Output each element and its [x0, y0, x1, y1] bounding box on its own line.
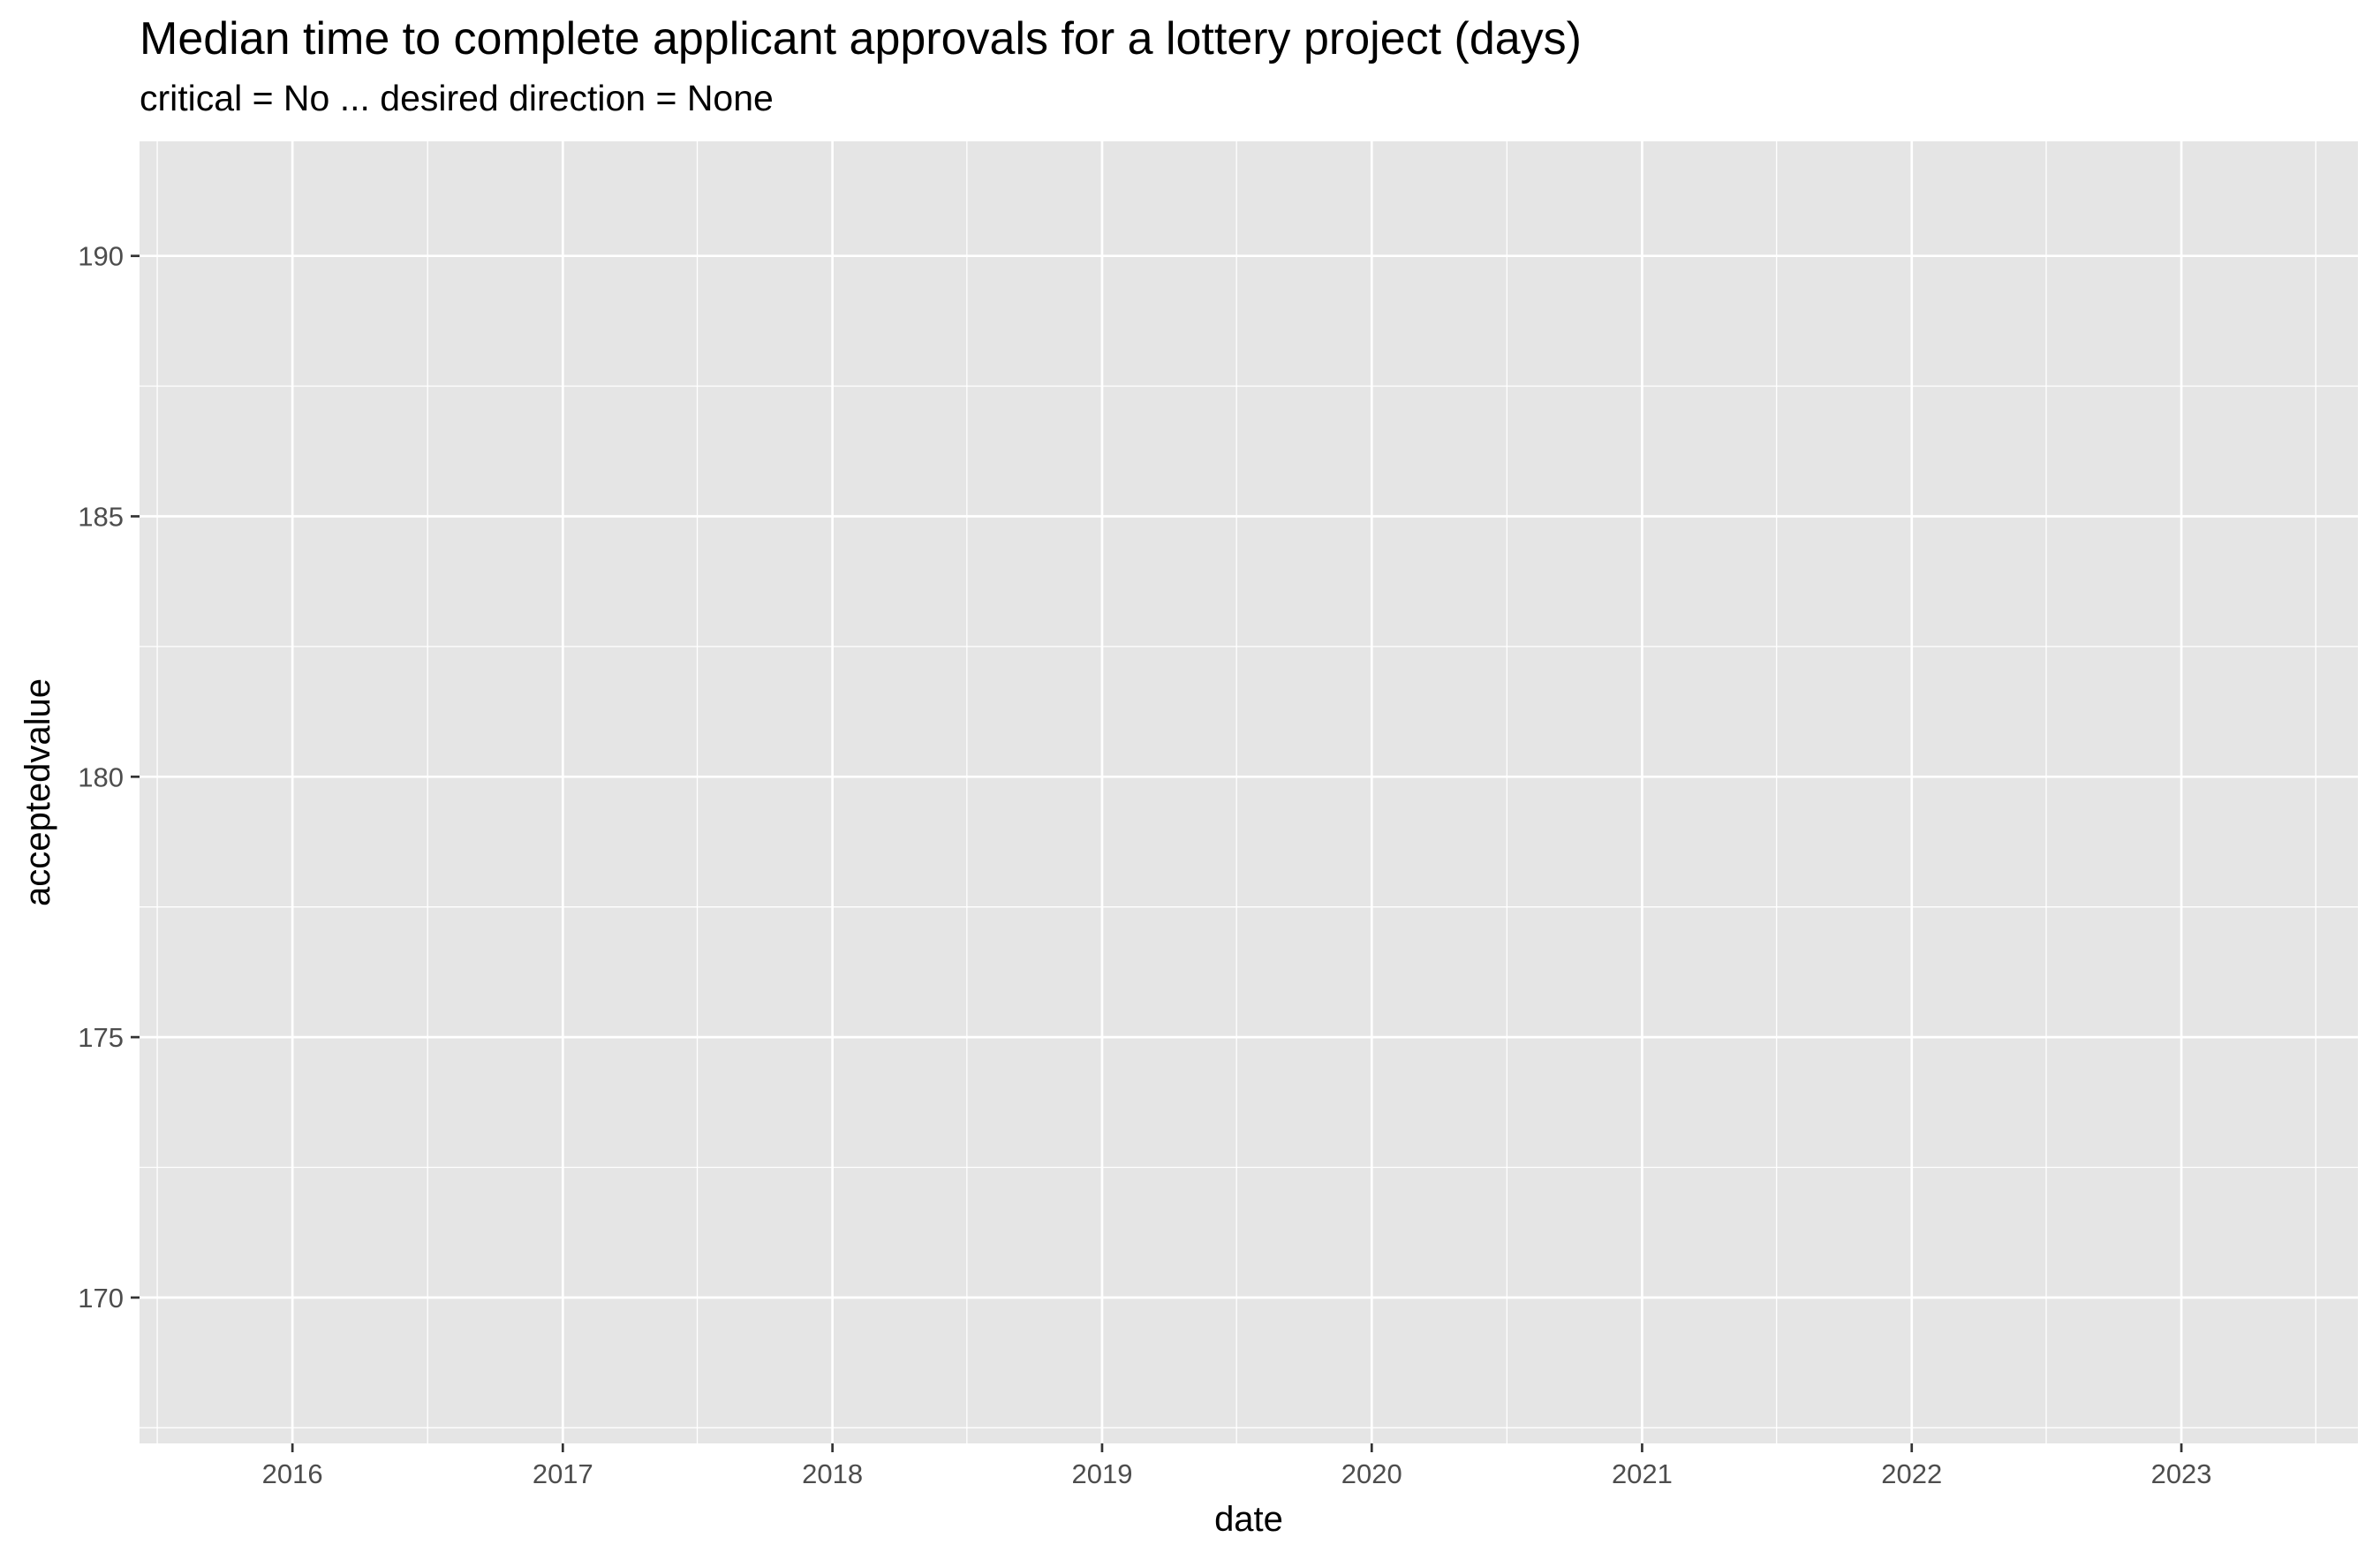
x-tick-label: 2016: [262, 1458, 323, 1489]
x-tick-label: 2022: [1881, 1458, 1942, 1489]
x-tick-label: 2018: [802, 1458, 863, 1489]
plot-panel: [140, 141, 2358, 1443]
x-tick-label: 2017: [533, 1458, 593, 1489]
y-axis-title: acceptedvalue: [19, 678, 57, 906]
x-axis-title: date: [1214, 1500, 1283, 1539]
y-axis: 170 175 180 185 190: [78, 241, 140, 1314]
y-tick-label: 190: [78, 241, 124, 272]
chart-subtitle: critical = No ... desired direction = No…: [140, 78, 774, 118]
x-tick-label: 2019: [1071, 1458, 1132, 1489]
x-tick-label: 2021: [1612, 1458, 1673, 1489]
chart-title: Median time to complete applicant approv…: [140, 13, 1582, 64]
x-tick-label: 2020: [1341, 1458, 1402, 1489]
y-tick-label: 170: [78, 1283, 124, 1314]
y-tick-label: 180: [78, 761, 124, 792]
y-tick-label: 185: [78, 502, 124, 533]
major-gridlines: [140, 141, 2358, 1443]
minor-gridlines: [140, 141, 2358, 1443]
x-tick-label: 2023: [2151, 1458, 2212, 1489]
y-tick-label: 175: [78, 1022, 124, 1053]
x-axis: 2016 2017 2018 2019 2020 2021 2022 2023: [262, 1443, 2212, 1489]
